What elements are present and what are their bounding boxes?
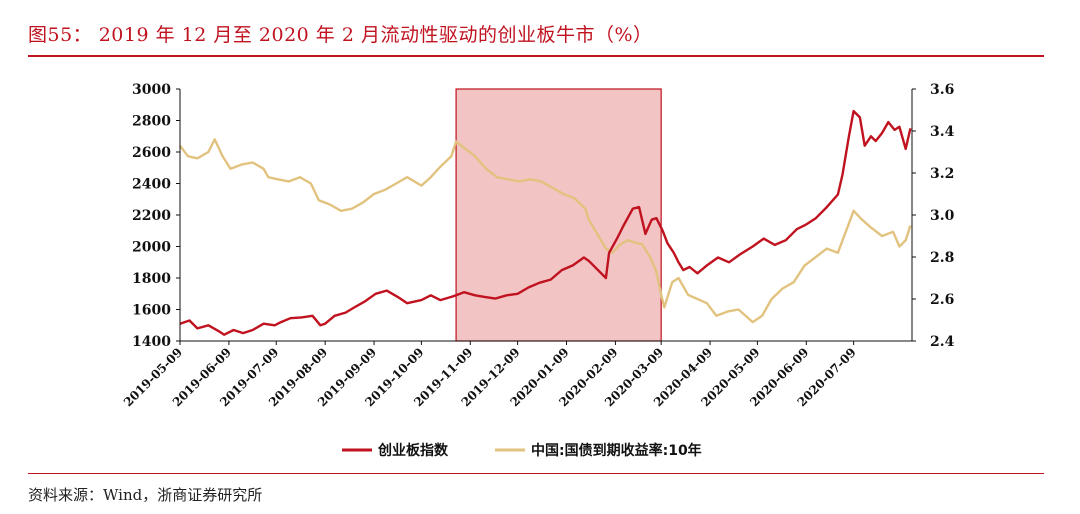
legend-label-cyb-index: 创业板指数 [377,442,449,459]
y-right-tick-label: 2.8 [930,250,954,266]
y-left-tick-label: 2800 [132,114,171,130]
series-line-bond-yield [179,138,912,324]
y-right-tick-label: 3.6 [930,82,954,98]
highlight-period [455,88,662,342]
y-left-tick-label: 1600 [132,303,171,319]
legend-label-bond-yield: 中国:国债到期收益率:10年 [531,442,702,459]
chart-title: 图55： 2019 年 12 月至 2020 年 2 月流动性驱动的创业板牛市（… [28,24,653,46]
y-right-tick-label: 3.2 [930,166,954,182]
source-note: 资料来源：Wind，浙商证券研究所 [28,486,263,504]
y-left-tick-label: 1400 [132,334,171,350]
y-right-tick-label: 3.0 [930,208,955,224]
y-left-tick-label: 2000 [132,240,171,256]
y-left-tick-label: 2400 [132,177,171,193]
series-line-cyb-index [179,109,912,336]
y-right-tick-label: 3.4 [930,124,955,140]
y-right-tick-label: 2.4 [930,334,955,350]
y-left-tick-label: 3000 [132,82,171,98]
y-left-tick-label: 1800 [132,271,171,287]
footer-divider [28,473,1044,474]
y-left-tick-label: 2200 [132,208,171,224]
y-left-tick-label: 2600 [132,145,171,161]
title-divider [28,55,1044,57]
y-right-tick-label: 2.6 [930,292,954,308]
